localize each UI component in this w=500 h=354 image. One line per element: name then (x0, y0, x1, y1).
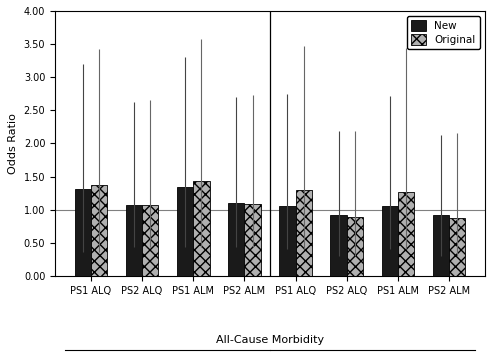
Bar (296, 190, 312, 276)
X-axis label: All-Cause Morbidity: All-Cause Morbidity (216, 335, 324, 345)
Bar (91, 184, 108, 276)
Bar (228, 203, 244, 276)
Bar (194, 181, 210, 276)
Bar (279, 206, 295, 276)
Bar (330, 215, 346, 276)
Legend: New, Original: New, Original (408, 16, 480, 49)
Bar (346, 217, 363, 276)
Y-axis label: Odds Ratio: Odds Ratio (8, 113, 18, 174)
Bar (142, 205, 158, 276)
Bar (244, 205, 261, 276)
Bar (382, 206, 398, 276)
Bar (177, 187, 194, 276)
Bar (126, 205, 142, 276)
Bar (449, 218, 466, 276)
Bar (398, 193, 414, 276)
Bar (432, 215, 449, 276)
Bar (74, 189, 91, 276)
